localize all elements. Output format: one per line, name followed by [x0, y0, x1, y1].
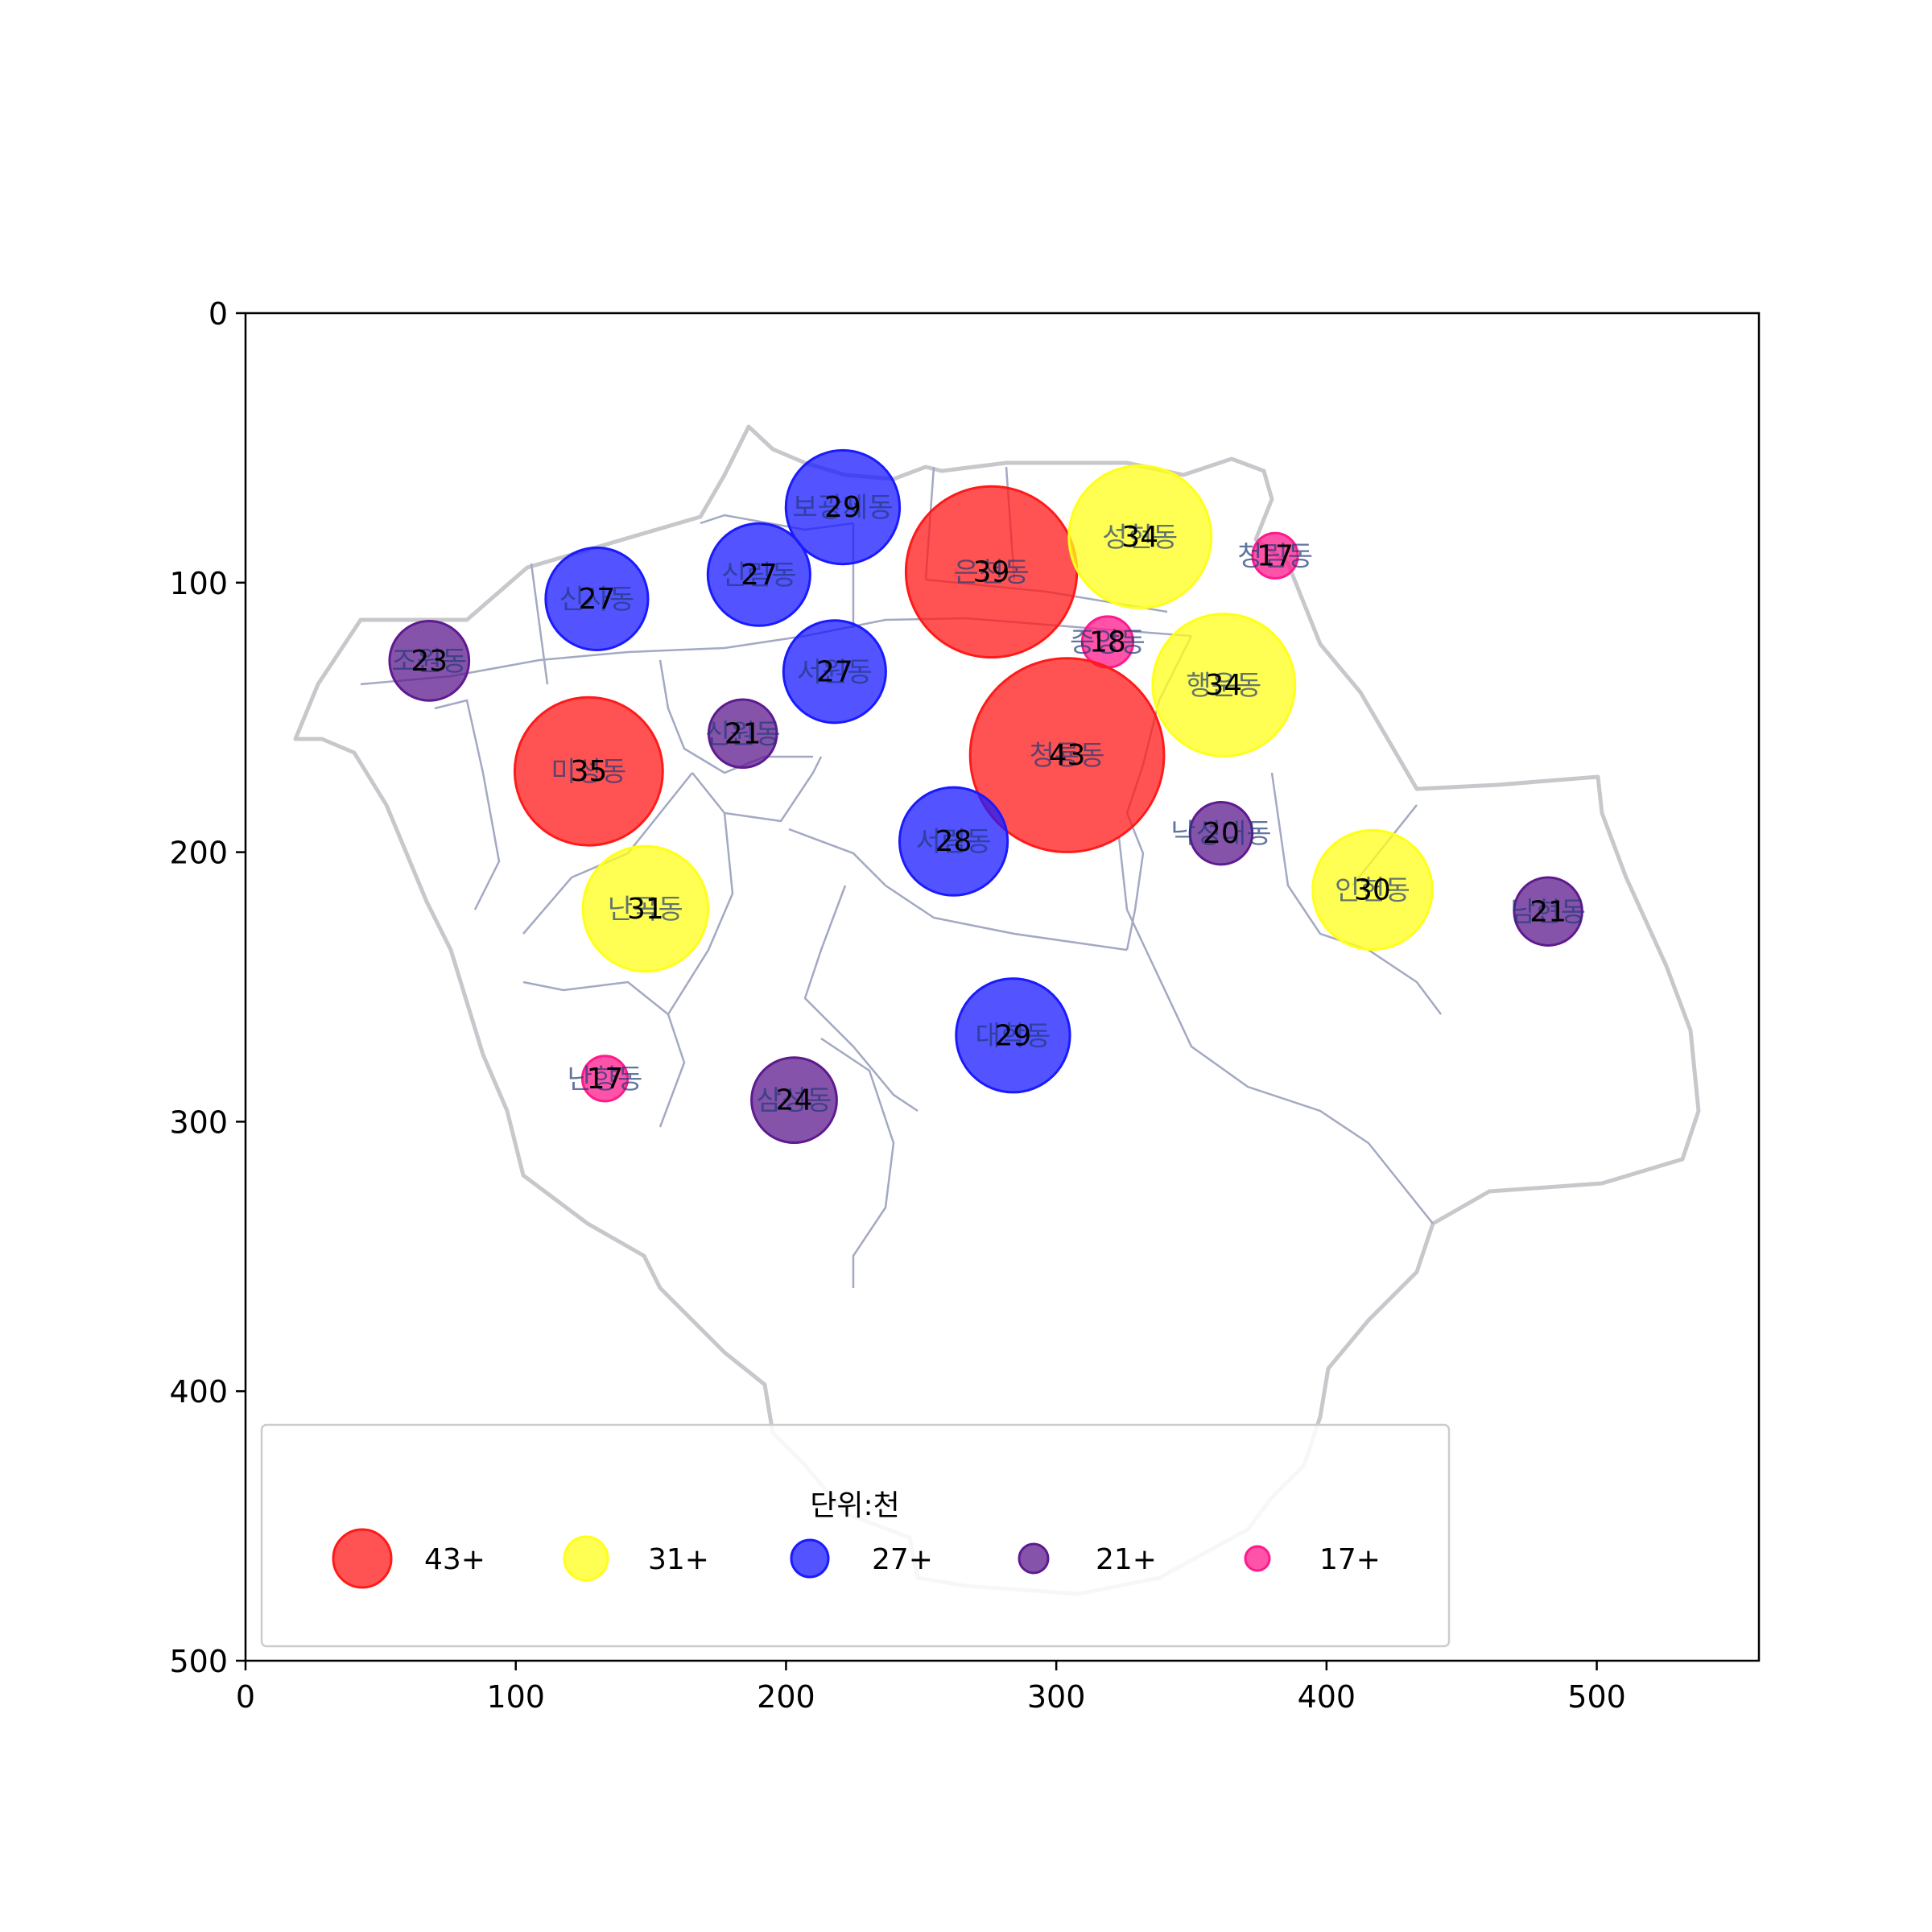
legend-label-4: 21+ — [1096, 1543, 1157, 1576]
bubble-value-label-3: 39 — [973, 555, 1010, 588]
legend-label-3: 27+ — [872, 1543, 933, 1576]
district-label-9: 중앙동 — [1070, 626, 1146, 658]
district-label-19: 대학동 — [976, 1020, 1051, 1052]
legend-marker-2 — [563, 1535, 609, 1582]
district-label-13: 미성동 — [551, 756, 626, 788]
district-label-11: 신원동 — [705, 718, 781, 750]
bubble-value-label-17: 30 — [1354, 873, 1391, 906]
bubble-value-label-13: 35 — [570, 755, 607, 788]
bubble-value-label-15: 20 — [1203, 817, 1240, 850]
district-label-12: 청룡동 — [1030, 740, 1105, 772]
bubble-value-label-11: 21 — [724, 717, 762, 750]
district-label-5: 청림동 — [1237, 540, 1313, 572]
x-tick-label-0: 0 — [236, 1679, 255, 1715]
bubble-value-label-8: 27 — [816, 655, 853, 688]
bubble-12 — [968, 657, 1166, 853]
bubble-17 — [1311, 828, 1434, 952]
bubble-value-label-4: 34 — [1121, 521, 1158, 554]
district-label-15: 낙성대동 — [1170, 818, 1271, 850]
x-tick-label-500: 500 — [1567, 1679, 1626, 1715]
bubble-15 — [1188, 800, 1254, 866]
y-axis: 0 100 200 300 400 500 — [169, 296, 246, 1679]
x-tick-label-300: 300 — [1027, 1679, 1086, 1715]
bubble-value-label-9: 18 — [1089, 625, 1126, 658]
district-label-1: 보광제동 — [792, 492, 893, 524]
y-tick-label-200: 200 — [169, 836, 228, 871]
y-tick-label-500: 500 — [169, 1644, 228, 1679]
bubble-18 — [1513, 876, 1583, 947]
legend-marker-3 — [790, 1538, 830, 1579]
bubble-10 — [1151, 613, 1297, 758]
x-axis: 0 100 200 300 400 500 — [236, 1661, 1626, 1715]
y-tick-label-300: 300 — [169, 1104, 228, 1140]
bubble-2 — [706, 522, 811, 627]
district-label-17: 인헌동 — [1335, 874, 1410, 906]
bubble-value-label-12: 43 — [1049, 739, 1086, 772]
bubble-value-label-5: 17 — [1257, 539, 1294, 572]
district-label-6: 신사동 — [559, 584, 635, 616]
legend-title: 단위:천 — [810, 1489, 900, 1522]
y-tick-label-100: 100 — [169, 566, 228, 601]
district-label-4: 성현동 — [1102, 522, 1178, 554]
bubble-value-label-21: 24 — [776, 1084, 813, 1117]
district-label-7: 조원동 — [391, 646, 467, 678]
bubble-value-label-10: 34 — [1205, 669, 1242, 702]
legend: 단위:천 43+ 31+ 27+ 21+ 17+ — [260, 1423, 1451, 1648]
legend-marker-5 — [1244, 1545, 1271, 1572]
legend-label-1: 43+ — [424, 1543, 485, 1576]
bubble-value-label-2: 27 — [741, 559, 778, 592]
district-label-14: 서림동 — [916, 826, 992, 858]
legend-entries: 43+ 31+ 27+ 21+ 17+ — [332, 1528, 1381, 1589]
district-label-16: 난곡동 — [608, 894, 683, 926]
bubble-value-label-1: 29 — [824, 491, 861, 524]
district-label-20: 난향동 — [568, 1063, 643, 1096]
bubble-value-label-19: 29 — [995, 1019, 1032, 1052]
bubble-7 — [388, 620, 471, 702]
bubble-4 — [1067, 464, 1213, 609]
bubble-value-label-14: 28 — [935, 825, 972, 858]
bubble-20 — [580, 1055, 630, 1103]
x-tick-label-400: 400 — [1298, 1679, 1356, 1715]
district-label-2: 신림동 — [721, 559, 797, 592]
legend-box — [260, 1423, 1451, 1648]
district-label-10: 행운동 — [1186, 670, 1261, 702]
district-label-8: 서원동 — [797, 656, 873, 688]
district-label-18: 남현동 — [1510, 896, 1586, 928]
x-tick-label-100: 100 — [486, 1679, 545, 1715]
district-label-21: 삼성동 — [757, 1085, 832, 1117]
bubble-11 — [707, 698, 778, 770]
x-tick-label-200: 200 — [757, 1679, 815, 1715]
bubble-16 — [581, 844, 710, 973]
district-label-3: 은천동 — [954, 556, 1030, 588]
bubble-19 — [955, 977, 1071, 1094]
y-tick-label-0: 0 — [208, 296, 228, 332]
bubble-value-label-18: 21 — [1530, 895, 1567, 928]
bubble-value-label-7: 23 — [411, 645, 448, 678]
bubble-1 — [784, 448, 902, 566]
bubble-value-label-20: 17 — [587, 1063, 624, 1096]
bubble-8 — [782, 619, 887, 724]
legend-marker-1 — [332, 1528, 393, 1589]
bubble-21 — [750, 1056, 838, 1145]
legend-marker-4 — [1018, 1542, 1050, 1575]
bubble-5 — [1251, 531, 1299, 580]
bubble-6 — [544, 546, 650, 651]
y-tick-label-400: 400 — [169, 1374, 228, 1410]
axes-frame — [244, 312, 1761, 1662]
bubble-14 — [898, 786, 1009, 897]
legend-label-2: 31+ — [648, 1543, 709, 1576]
bubble-13 — [513, 696, 664, 847]
bubble-value-label-6: 27 — [579, 583, 616, 616]
bubble-value-label-16: 31 — [627, 893, 664, 926]
legend-label-5: 17+ — [1319, 1543, 1381, 1576]
